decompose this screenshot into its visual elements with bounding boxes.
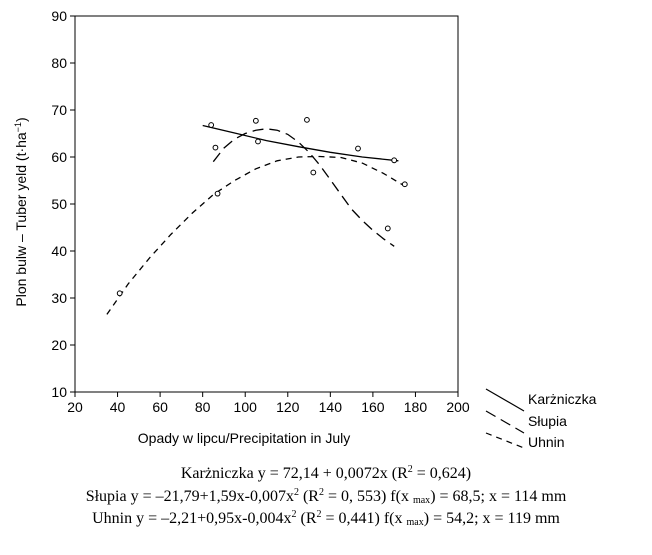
data-point (384, 225, 391, 232)
y-tick-label: 80 (51, 55, 67, 71)
data-point (212, 144, 219, 151)
x-tick-label: 120 (276, 399, 300, 415)
series-line-slupia (212, 128, 395, 247)
y-tick-label: 90 (51, 8, 67, 24)
legend-label-karzniczka: Karżniczka (528, 391, 597, 407)
data-point (391, 157, 398, 164)
y-tick-label: 40 (51, 243, 67, 259)
x-axis-label: Opady w lipcu/Precipitation in July (138, 430, 350, 446)
data-point (401, 181, 408, 188)
data-point (304, 116, 310, 123)
equation-karzniczka: Karżniczka y = 72,14 + 0,0072x (R2 = 0,6… (180, 464, 472, 482)
x-tick-label: 80 (195, 399, 211, 415)
y-tick-label: 10 (51, 384, 67, 400)
x-tick-label: 100 (234, 399, 258, 415)
equation-slupia: Słupia y = –21,79+1,59x-0,007x2 (R2 = 0,… (85, 487, 567, 506)
legend-swatch-slupia (485, 410, 525, 434)
x-tick-label: 200 (446, 399, 470, 415)
data-point (214, 190, 221, 197)
y-tick-label: 60 (51, 149, 67, 165)
x-tick-label: 60 (152, 399, 168, 415)
data-point (310, 169, 317, 176)
data-point (252, 117, 259, 124)
plot-frame (74, 15, 459, 393)
legend-swatch-karzniczka (485, 388, 525, 412)
x-tick-label: 140 (319, 399, 343, 415)
series-line-uhnin (106, 155, 406, 315)
y-tick-label: 30 (51, 290, 67, 306)
legend-swatch-uhnin (485, 432, 525, 449)
y-tick-label: 70 (51, 102, 67, 118)
data-point (255, 138, 261, 145)
legend-label-slupia: Słupia (528, 413, 567, 429)
data-point (208, 122, 215, 128)
x-tick-label: 20 (67, 399, 83, 415)
y-axis-label: Plon bulw – Tuber yeld (t·ha−1) (13, 117, 29, 306)
y-tick-label: 20 (51, 337, 67, 353)
series-line-karzniczka (202, 124, 399, 162)
data-point (355, 145, 361, 152)
x-tick-label: 160 (361, 399, 385, 415)
y-tick-label: 50 (51, 196, 67, 212)
equation-uhnin: Uhnin y = –2,21+0,95x-0,004x2 (R2 = 0,44… (92, 509, 560, 528)
x-tick-label: 180 (404, 399, 428, 415)
legend-label-uhnin: Uhnin (528, 434, 565, 450)
x-tick-label: 40 (110, 399, 126, 415)
data-point (116, 290, 123, 297)
legend: Karżniczka Słupia Uhnin (485, 388, 597, 450)
